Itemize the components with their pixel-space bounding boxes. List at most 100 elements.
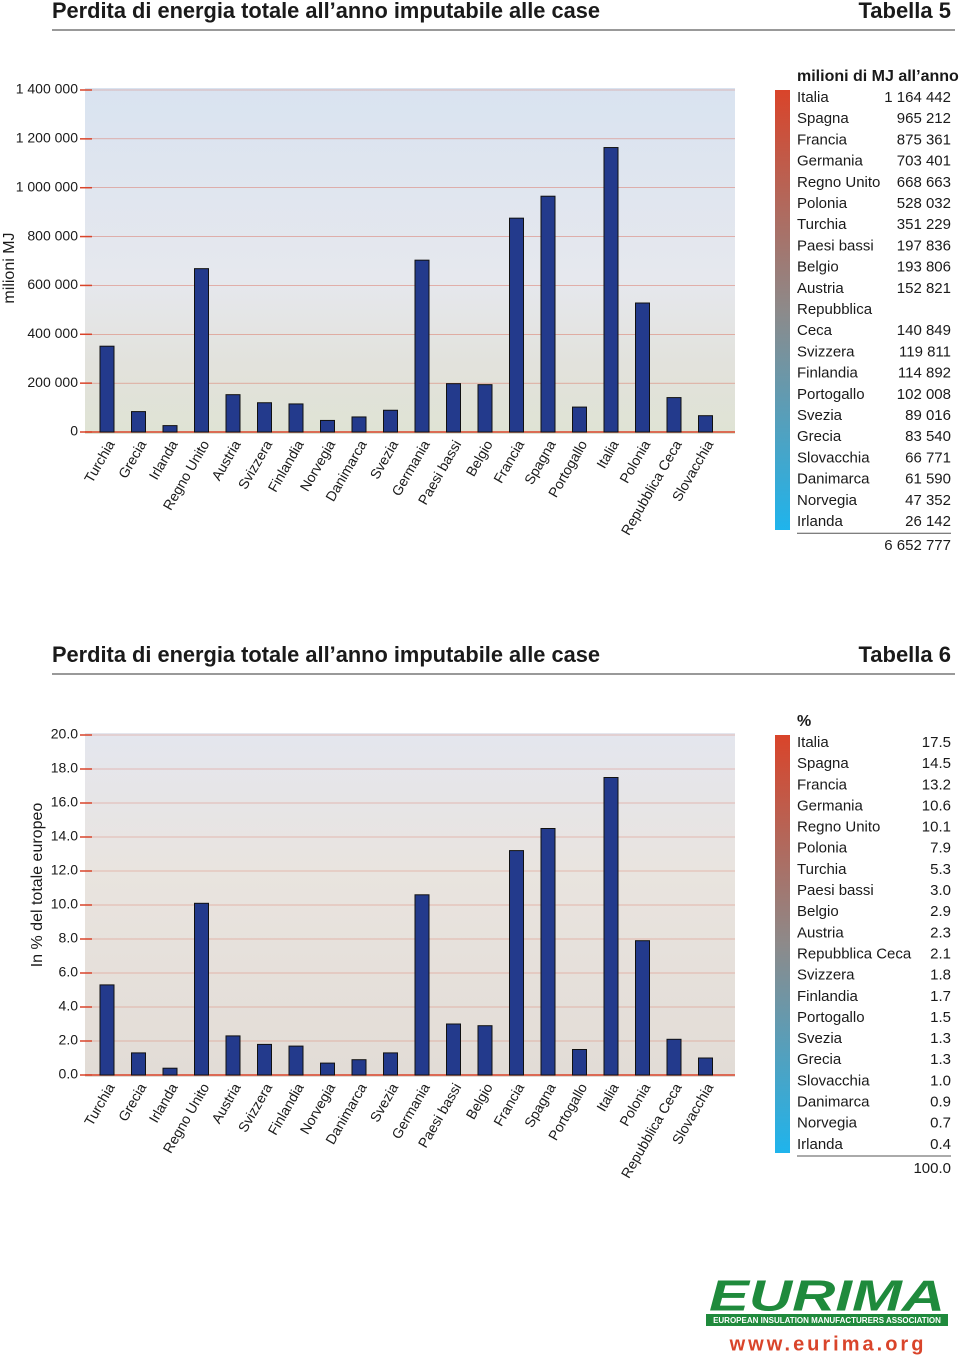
- table-value: 152 821: [897, 280, 951, 297]
- heading-title: Perdita di energia totale all’anno imput…: [52, 0, 600, 23]
- table-name: Germania: [797, 153, 864, 170]
- y-tick-label: 400 000: [27, 325, 78, 341]
- table-value: 2.3: [930, 924, 951, 941]
- table-value: 1.3: [930, 1051, 951, 1068]
- bar: [288, 1045, 304, 1076]
- table-name: Polonia: [797, 195, 848, 212]
- y-tick-label: 6.0: [59, 964, 79, 980]
- x-tick-label: Belgio: [462, 437, 495, 479]
- bar: [162, 425, 178, 433]
- table-name: Grecia: [797, 428, 842, 445]
- bar: [414, 894, 430, 1076]
- table-name: Regno Unito: [797, 174, 880, 191]
- table-value: 1.7: [930, 988, 951, 1005]
- table-header: milioni di MJ all’anno: [797, 68, 959, 85]
- table-name: Irlanda: [797, 513, 844, 530]
- table-name: Polonia: [797, 840, 848, 857]
- table-value: 1.5: [930, 1009, 951, 1026]
- bar: [572, 1049, 587, 1076]
- x-tick-label: Italia: [593, 1080, 622, 1114]
- table-name: Slovacchia: [797, 1072, 870, 1089]
- bar: [162, 1067, 178, 1076]
- y-tick-label: 12.0: [51, 862, 78, 878]
- y-tick-label: 600 000: [27, 276, 78, 292]
- y-tick-label: 16.0: [51, 794, 78, 810]
- y-axis-label: milioni MJ: [1, 232, 18, 303]
- table-value: 0.9: [930, 1094, 951, 1111]
- website: www.eurima.org: [729, 1333, 927, 1355]
- bar: [194, 268, 209, 433]
- bar: [194, 902, 209, 1076]
- y-tick-label: 200 000: [27, 374, 78, 390]
- bar: [320, 1062, 335, 1076]
- table-value: 0.7: [930, 1115, 951, 1132]
- plot-background: [85, 88, 735, 434]
- table-name: Repubblica Ceca: [797, 945, 912, 962]
- table-value: 1.8: [930, 967, 951, 984]
- y-tick-label: 1 200 000: [16, 130, 78, 146]
- table-value: 528 032: [897, 195, 951, 212]
- bar: [666, 397, 682, 433]
- table-name: Francia: [797, 776, 848, 793]
- bar: [257, 402, 272, 433]
- table-name: Danimarca: [797, 471, 870, 488]
- y-tick-label: 2.0: [59, 1032, 79, 1048]
- table-value: 13.2: [922, 776, 951, 793]
- table-name: Norvegia: [797, 1115, 858, 1132]
- table-name: Svizzera: [797, 967, 855, 984]
- table-name: Italia: [797, 89, 829, 106]
- table-value: 66 771: [905, 449, 951, 466]
- table-name: Turchia: [797, 861, 847, 878]
- bar: [635, 302, 650, 433]
- heading-label: Tabella 5: [858, 0, 951, 23]
- y-tick-label: 1 400 000: [16, 81, 78, 97]
- table-name: Irlanda: [797, 1136, 844, 1153]
- y-tick-label: 20.0: [51, 726, 78, 742]
- bar: [603, 147, 619, 433]
- y-tick-label: 0.0: [59, 1066, 79, 1082]
- table-value: 119 811: [899, 343, 951, 360]
- table-value: 965 212: [897, 110, 951, 127]
- table-name: Austria: [797, 280, 844, 297]
- bar: [698, 1057, 713, 1076]
- bar: [131, 411, 146, 433]
- table-name: Austria: [797, 924, 844, 941]
- table-name: Slovacchia: [797, 449, 870, 466]
- bar: [257, 1043, 272, 1076]
- table-name: Regno Unito: [797, 819, 880, 836]
- table-name: Francia: [797, 131, 848, 148]
- bar: [131, 1052, 146, 1076]
- bar: [603, 777, 619, 1076]
- table-header: %: [797, 713, 811, 730]
- bar: [540, 195, 556, 433]
- table-name: Norvegia: [797, 492, 858, 509]
- table-name: Spagna: [797, 110, 849, 127]
- y-tick-label: 0: [70, 423, 78, 439]
- x-tick-label: Belgio: [462, 1080, 495, 1122]
- table-name: Danimarca: [797, 1094, 870, 1111]
- table-value: 26 142: [905, 513, 951, 530]
- table-value: 140 849: [897, 322, 951, 339]
- table-value: 2.9: [930, 903, 951, 920]
- heading-label: Tabella 6: [858, 642, 951, 667]
- bar: [666, 1038, 682, 1076]
- table-name: Italia: [797, 734, 829, 751]
- bar: [99, 345, 115, 433]
- table-value: 1.3: [930, 1030, 951, 1047]
- table-value: 10.1: [922, 819, 951, 836]
- table-name: Finlandia: [797, 365, 859, 382]
- table-value: 7.9: [930, 840, 951, 857]
- table-name: Finlandia: [797, 988, 859, 1005]
- table-value: 193 806: [897, 259, 951, 276]
- bar: [351, 1059, 367, 1076]
- bar: [477, 384, 493, 433]
- x-tick-label: Italia: [593, 437, 622, 471]
- table-total: 100.0: [913, 1160, 951, 1177]
- bar: [383, 1052, 398, 1076]
- y-tick-label: 800 000: [27, 227, 78, 243]
- color-scale: [775, 90, 790, 530]
- table-name: Svizzera: [797, 343, 855, 360]
- logo: EURIMA: [709, 1272, 945, 1321]
- table-total: 6 652 777: [884, 537, 951, 554]
- table-value: 47 352: [905, 492, 951, 509]
